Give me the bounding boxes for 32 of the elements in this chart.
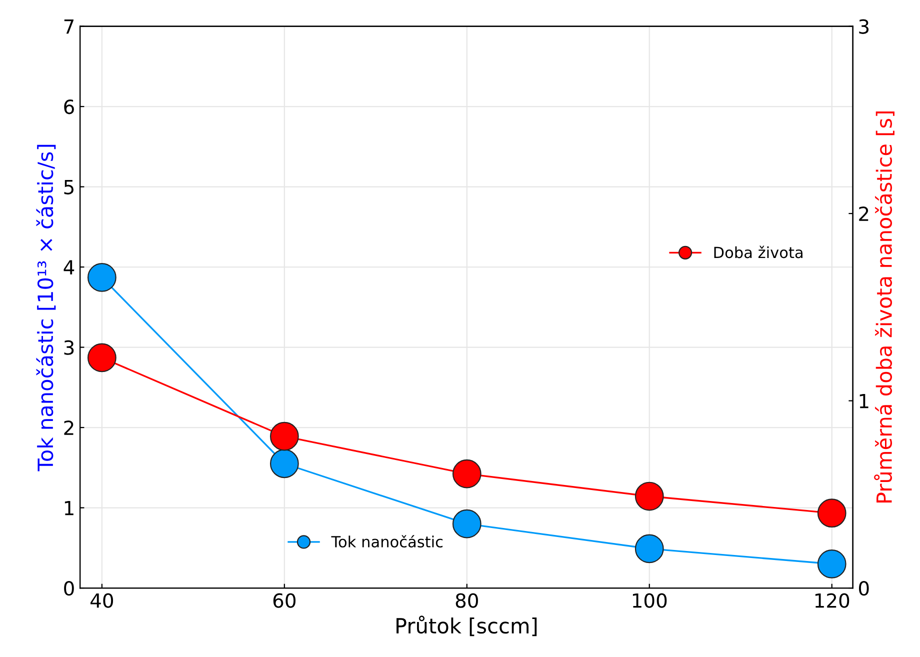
y2-tick-label: 0 (858, 580, 869, 596)
y2-tick-label: 2 (859, 206, 868, 221)
point (270, 449, 299, 478)
point (634, 482, 664, 511)
point (270, 422, 299, 451)
y-tick-label: 5 (64, 180, 74, 194)
y-tick-label: 0 (64, 580, 74, 596)
point (452, 509, 482, 538)
x-tick-label: 60 (273, 593, 296, 608)
point (817, 549, 846, 578)
y-tick-label: 4 (64, 260, 74, 274)
legend-label: Tok nanočástic (331, 535, 443, 548)
x-tick-label: 120 (815, 593, 850, 608)
y2-tick-label: 1 (860, 394, 868, 408)
y-tick-label: 6 (64, 99, 74, 114)
y-tick-label: 3 (64, 340, 74, 355)
x-tick-label: 40 (90, 593, 114, 608)
x-tick-label: 80 (456, 593, 478, 608)
legend-label: Doba života (714, 246, 802, 258)
y-tick-label: 7 (64, 19, 74, 34)
x-tick-label: 100 (632, 593, 667, 608)
point (87, 343, 116, 372)
point (634, 534, 664, 564)
y2-tick-label: 3 (859, 19, 869, 34)
point (817, 498, 846, 528)
point (452, 459, 482, 488)
x-axis-title: Průtok [sccm] (396, 616, 537, 636)
y-tick-label: 2 (64, 420, 74, 435)
y-tick-label: 1 (64, 500, 74, 516)
point (87, 263, 116, 292)
y-axis-title: Tok nanočástic [10¹³ × částic/s] (36, 144, 56, 472)
y2-axis-title: Průměrná doba života nanočástice [s] (874, 112, 894, 502)
